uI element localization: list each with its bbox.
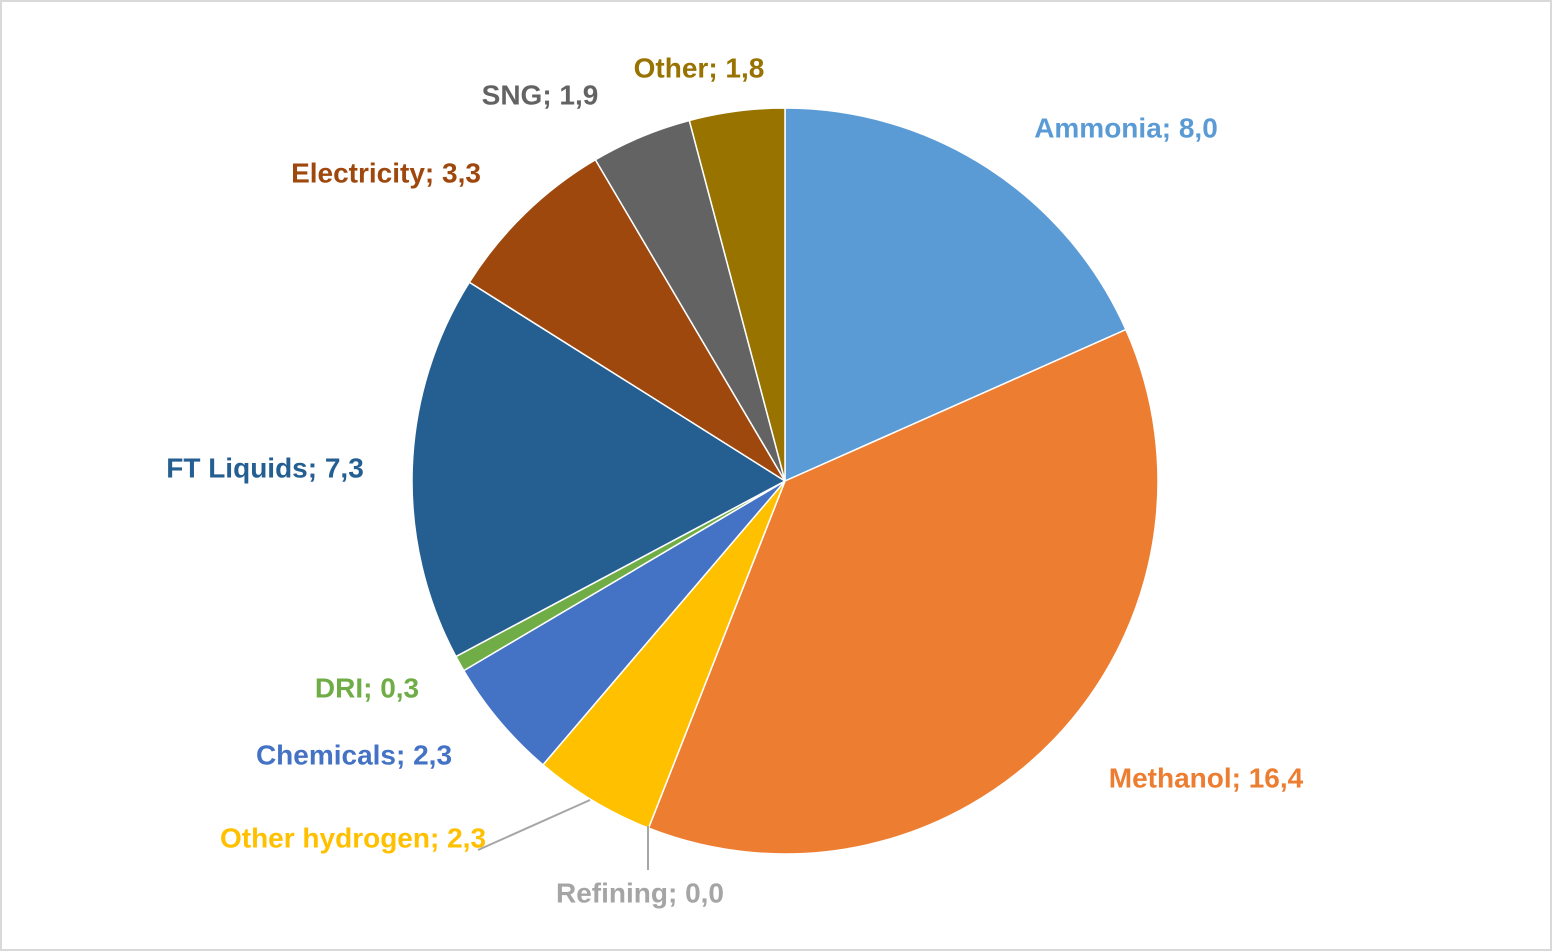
data-label: SNG; 1,9 (482, 79, 599, 110)
data-label: Other hydrogen; 2,3 (220, 822, 486, 853)
pie-slice (647, 328, 1159, 855)
data-label: Refining; 0,0 (556, 877, 724, 908)
pie-slice (468, 158, 786, 482)
data-label: Electricity; 3,3 (291, 157, 481, 188)
data-label: Chemicals; 2,3 (256, 739, 452, 770)
data-label: Methanol; 16,4 (1109, 762, 1304, 793)
data-label: Other; 1,8 (634, 52, 765, 83)
data-label: Ammonia; 8,0 (1034, 112, 1218, 143)
pie-slice (688, 107, 786, 482)
data-label: DRI; 0,3 (315, 672, 419, 703)
pie-slice (411, 281, 787, 658)
leader-line (477, 799, 591, 851)
slices (411, 107, 1159, 855)
data-label: FT Liquids; 7,3 (166, 452, 364, 483)
pie-slice (784, 107, 1127, 483)
